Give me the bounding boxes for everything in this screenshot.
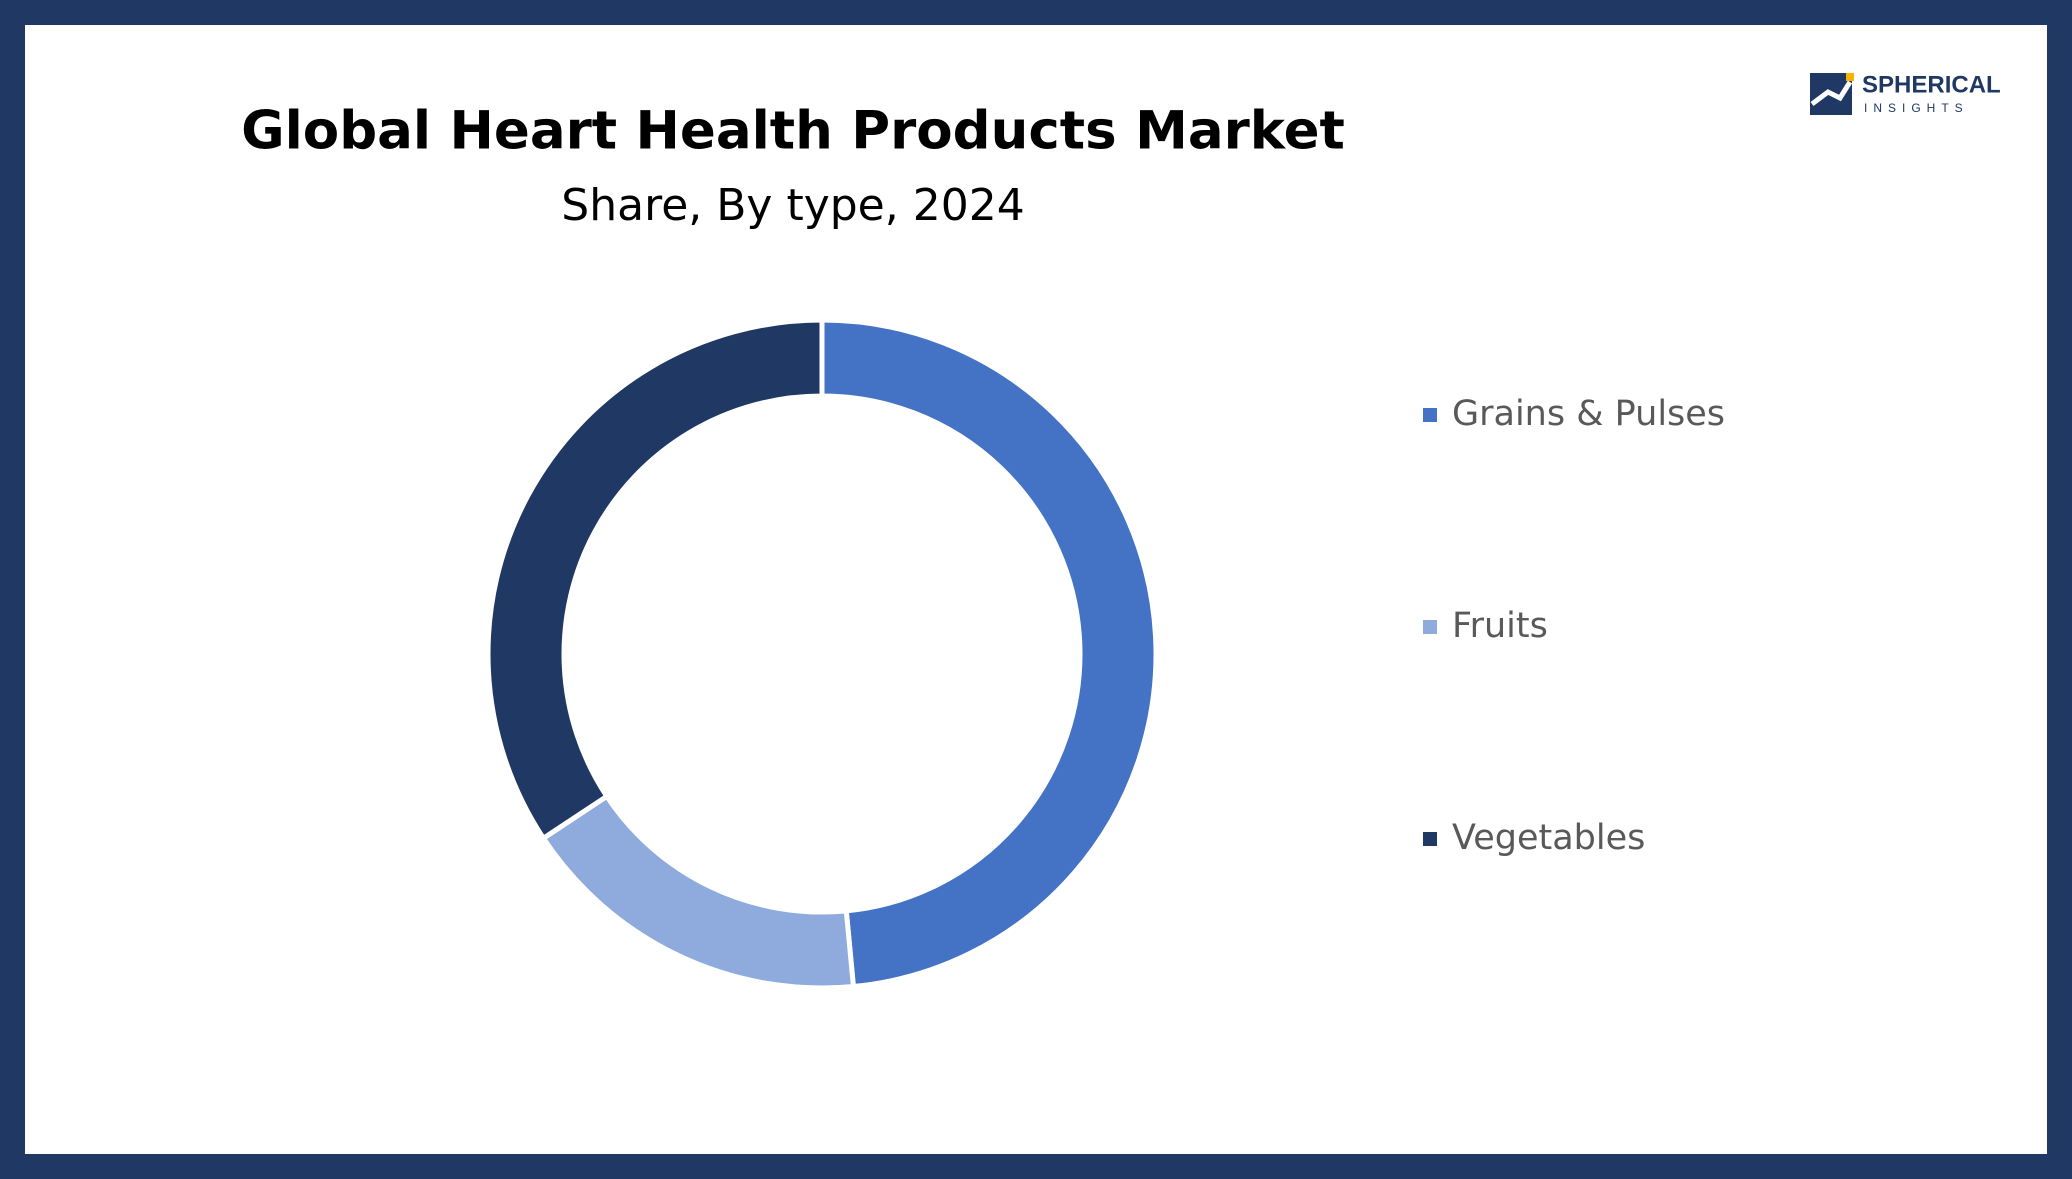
logo-icon-line [1810,80,1853,106]
legend-label: Vegetables [1452,818,1645,858]
chart-title: Global Heart Health Products Market [241,101,1345,162]
legend-label: Fruits [1452,606,1548,646]
logo-icon-dot [1846,73,1854,81]
donut-segment [819,317,1159,990]
logo-tagline: INSIGHTS [1864,101,1969,115]
chart-subtitle: Share, By type, 2024 [561,180,1024,231]
logo-name: SPHERICAL [1862,71,2001,98]
donut-segment [485,317,825,842]
logo: SPHERICAL INSIGHTS [1810,71,2001,115]
legend-swatch [1423,620,1437,634]
legend-label: Grains & Pulses [1452,394,1725,434]
legend-swatch [1423,832,1437,846]
legend-swatch [1423,408,1437,422]
